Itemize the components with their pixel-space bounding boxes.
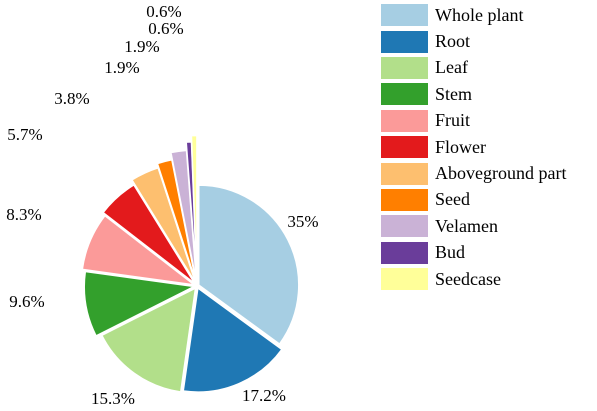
- legend-swatch: [381, 4, 428, 27]
- legend-swatch: [381, 56, 428, 79]
- legend-label: Stem: [435, 83, 473, 104]
- data-label-velamen: 1.9%: [124, 37, 159, 56]
- legend-swatch: [381, 30, 428, 53]
- legend-item-seedcase: Seedcase: [381, 266, 577, 292]
- legend-swatch: [381, 162, 428, 185]
- legend-item-velamen: Velamen: [381, 213, 577, 239]
- legend-swatch: [381, 109, 428, 132]
- legend-item-aboveground-part: Aboveground part: [381, 160, 577, 186]
- data-label-seedcase: 0.6%: [148, 19, 183, 38]
- legend-swatch: [381, 241, 428, 264]
- pie-slice-flower: [102, 183, 196, 285]
- data-label-aboveground-part: 3.8%: [54, 89, 89, 108]
- data-label-flower: 5.7%: [7, 125, 42, 144]
- data-label-stem: 9.6%: [9, 292, 44, 311]
- data-label-bud: 0.6%: [146, 2, 181, 21]
- legend-item-stem: Stem: [381, 81, 577, 107]
- legend-label: Velamen: [435, 215, 498, 236]
- legend-swatch: [381, 215, 428, 238]
- data-label-fruit: 8.3%: [6, 205, 41, 224]
- legend-label: Root: [435, 31, 471, 52]
- legend: Whole plant Root Leaf Stem Fruit Flower Aboveg…: [381, 2, 577, 292]
- legend-swatch: [381, 188, 428, 211]
- legend-label: Whole plant: [435, 4, 524, 25]
- pie-slice-fruit: [81, 214, 197, 286]
- legend-swatch: [381, 268, 428, 291]
- data-label-leaf: 15.3%: [91, 389, 135, 408]
- legend-item-whole-plant: Whole plant: [381, 2, 577, 28]
- legend-item-root: Root: [381, 28, 577, 54]
- legend-swatch: [381, 136, 428, 159]
- data-label-whole-plant: 35%: [287, 212, 318, 231]
- data-label-root: 17.2%: [242, 386, 286, 405]
- legend-label: Flower: [435, 136, 486, 157]
- legend-label: Seed: [435, 189, 470, 210]
- legend-item-flower: Flower: [381, 134, 577, 160]
- legend-swatch: [381, 83, 428, 106]
- legend-label: Fruit: [435, 110, 471, 131]
- pie-slice-leaf: [100, 286, 197, 393]
- legend-item-fruit: Fruit: [381, 108, 577, 134]
- data-label-seed: 1.9%: [104, 58, 139, 77]
- legend-item-seed: Seed: [381, 187, 577, 213]
- legend-item-leaf: Leaf: [381, 55, 577, 81]
- legend-label: Leaf: [435, 57, 468, 78]
- pie-slice-stem: [83, 270, 197, 337]
- legend-item-bud: Bud: [381, 240, 577, 266]
- pie-slice-root: [182, 286, 283, 393]
- legend-label: Aboveground part: [435, 163, 567, 184]
- pie-slice-seedcase: [190, 134, 198, 282]
- legend-label: Seedcase: [435, 268, 501, 289]
- pie-slice-whole-plant: [198, 184, 300, 346]
- legend-label: Bud: [435, 242, 466, 263]
